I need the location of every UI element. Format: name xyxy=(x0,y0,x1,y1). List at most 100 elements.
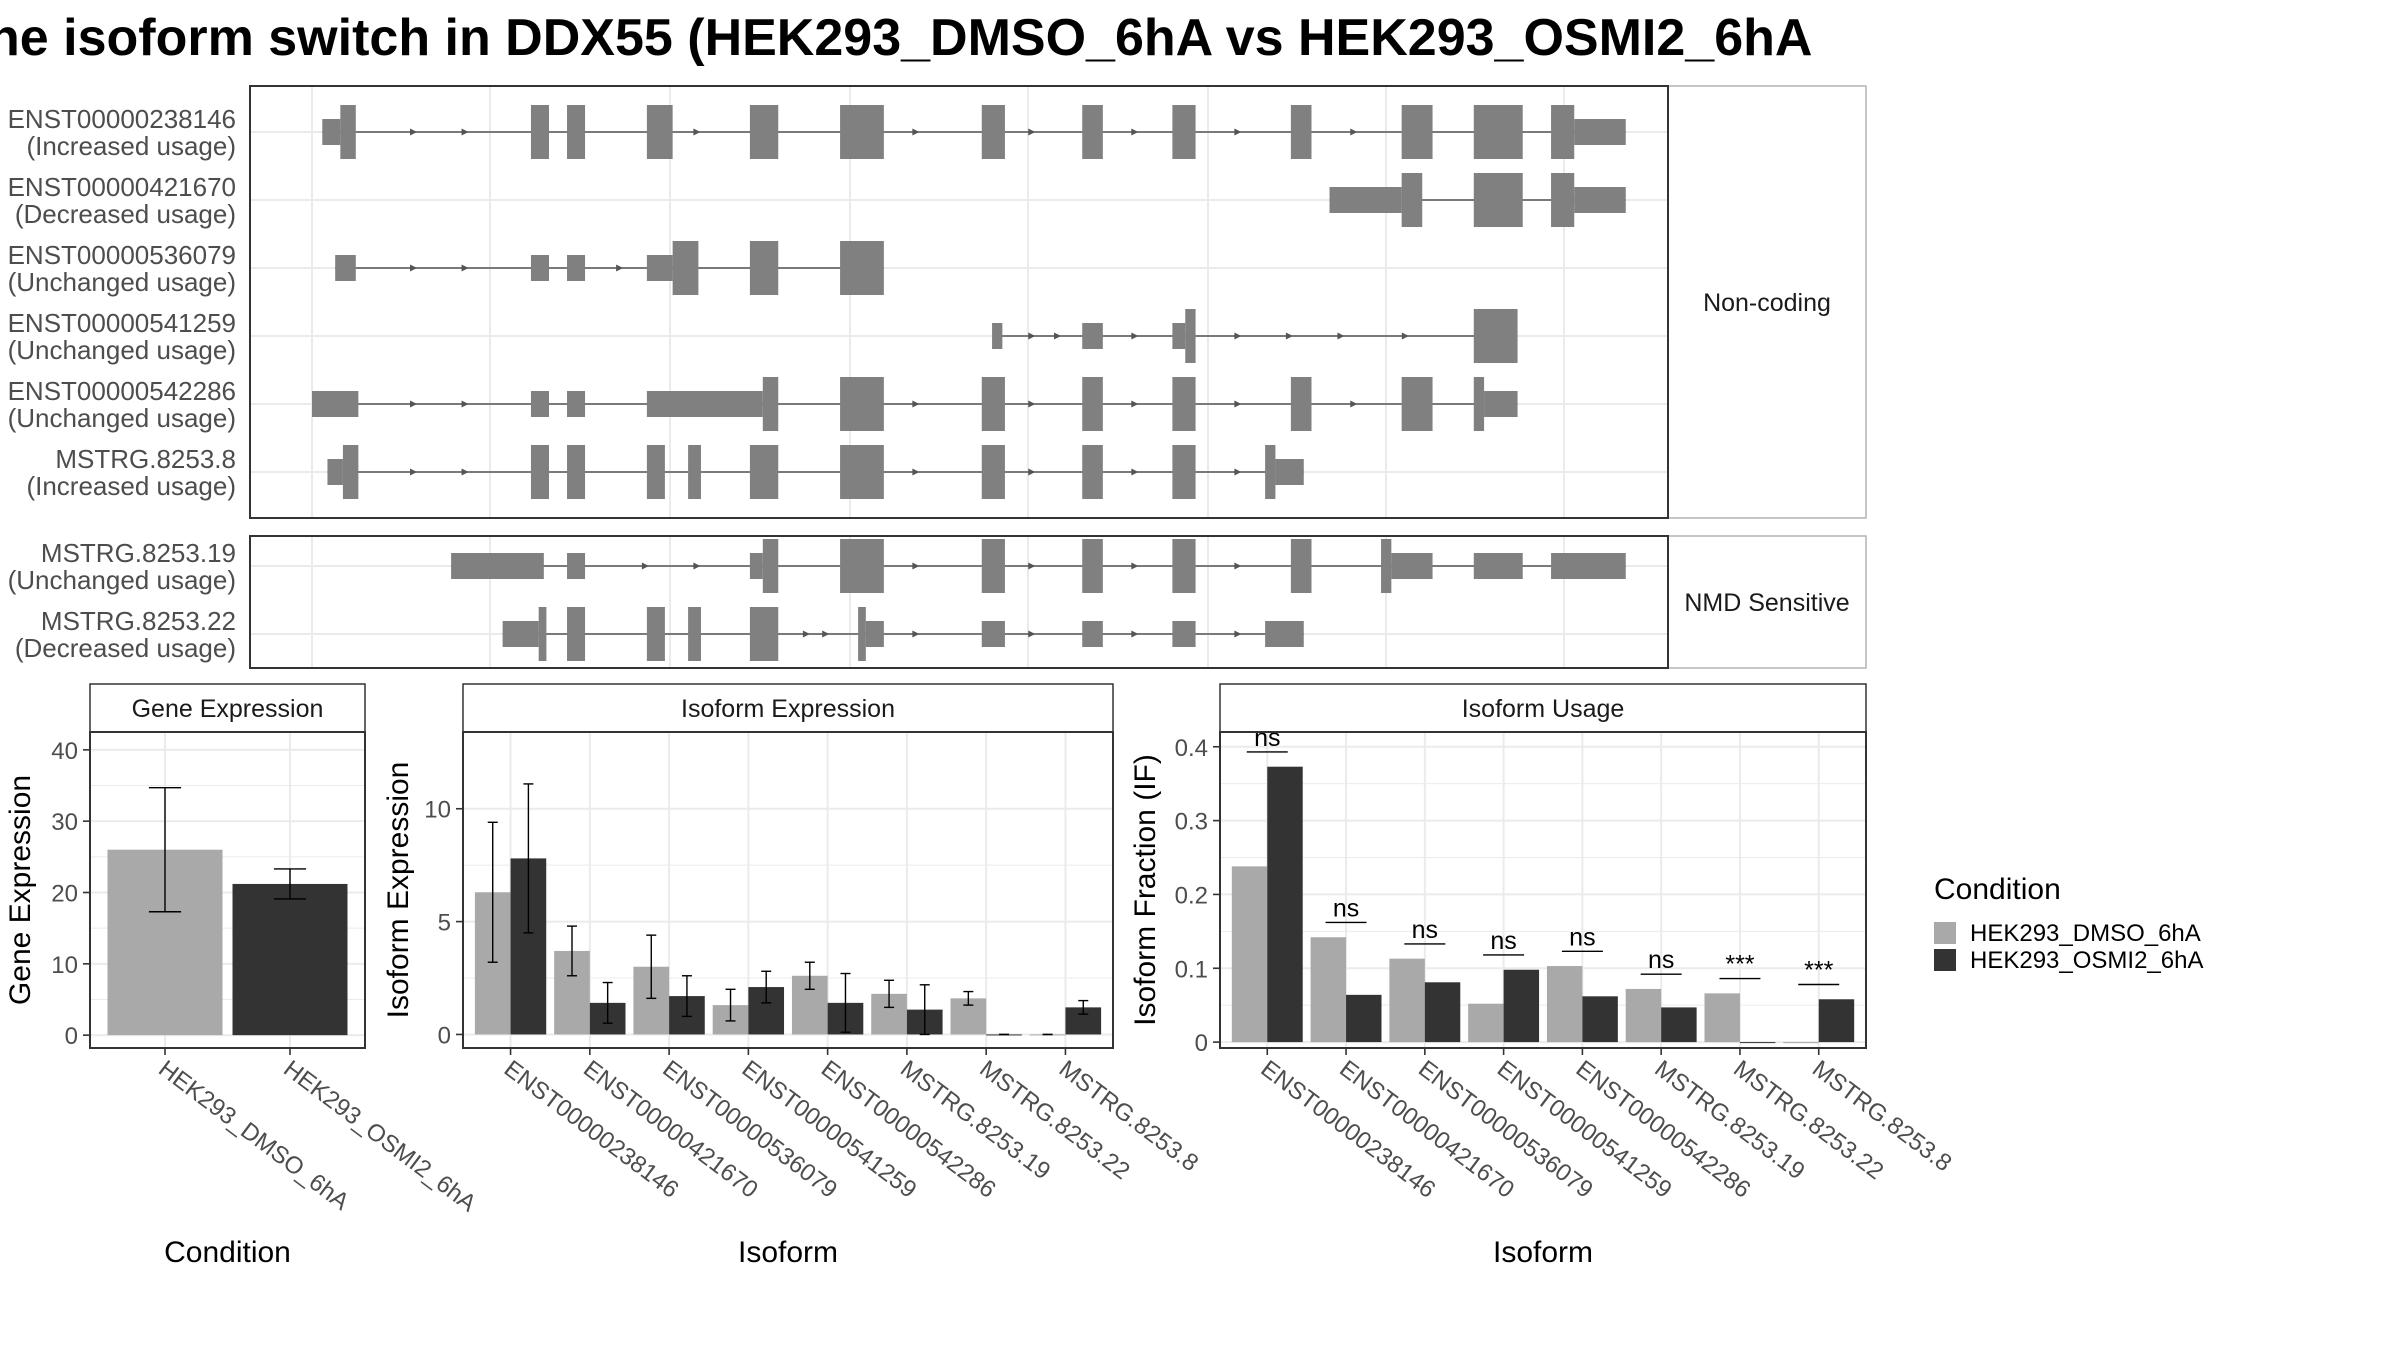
exon-coding xyxy=(981,377,1005,431)
intron-arrow xyxy=(1028,630,1036,638)
exon-coding xyxy=(1551,173,1575,227)
significance-label: *** xyxy=(1804,957,1833,985)
bar xyxy=(1503,969,1540,1043)
exon-noncoding xyxy=(312,391,359,417)
bar xyxy=(1546,966,1583,1043)
isoform-usage-label: (Increased usage) xyxy=(26,471,236,501)
significance-label: ns xyxy=(1254,724,1280,752)
isoform-track: ENST00000542286(Unchanged usage) xyxy=(8,376,1518,433)
y-tick-label: 0 xyxy=(1195,1030,1208,1057)
exon-coding xyxy=(840,539,884,593)
bar xyxy=(1818,999,1855,1043)
exon-coding xyxy=(1473,105,1523,159)
exon-coding xyxy=(688,445,701,499)
intron-arrow xyxy=(410,468,418,476)
exon-coding xyxy=(1290,539,1312,593)
intron-arrow xyxy=(1337,332,1345,340)
exon-coding xyxy=(981,105,1005,159)
exon-coding xyxy=(646,607,665,661)
exon-noncoding xyxy=(567,391,586,417)
intron-arrow xyxy=(461,468,469,476)
isoform-track: ENST00000421670(Decreased usage) xyxy=(8,172,1626,229)
exon-coding xyxy=(530,445,549,499)
intron-arrow xyxy=(1350,400,1358,408)
group-strip xyxy=(1667,85,1867,519)
exon-coding xyxy=(1172,377,1196,431)
y-tick-label: 20 xyxy=(51,880,78,907)
exon-noncoding xyxy=(1275,459,1304,485)
intron-arrow xyxy=(410,264,418,272)
bar xyxy=(1346,994,1382,1043)
group-strip xyxy=(1667,535,1867,669)
bar xyxy=(1468,1003,1504,1043)
panel-border xyxy=(462,731,1114,1049)
intron-arrow xyxy=(912,400,920,408)
isoform-name-label: MSTRG.8253.22 xyxy=(41,606,236,636)
significance-label: ns xyxy=(1333,894,1359,922)
exon-noncoding xyxy=(335,255,356,281)
exon-coding xyxy=(858,607,866,661)
group-label: Non-coding xyxy=(1703,289,1831,317)
intron-arrow xyxy=(1234,332,1242,340)
intron-arrow xyxy=(1131,332,1139,340)
figure-title: he isoform switch in DDX55 (HEK293_DMSO_… xyxy=(0,9,1812,67)
exon-coding xyxy=(840,377,884,431)
bar xyxy=(1310,937,1347,1043)
significance-label: ns xyxy=(1569,923,1595,951)
exon-noncoding xyxy=(530,255,549,281)
intron-arrow xyxy=(912,128,920,136)
exon-coding xyxy=(688,607,701,661)
exon-coding xyxy=(567,445,586,499)
bar xyxy=(1267,766,1303,1043)
intron-arrow xyxy=(461,400,469,408)
exon-coding xyxy=(1265,445,1276,499)
exon-noncoding xyxy=(646,255,673,281)
exon-coding xyxy=(1172,105,1196,159)
exon-noncoding xyxy=(646,391,763,417)
intron-arrow xyxy=(822,630,830,638)
structure-panel-border xyxy=(249,85,1669,519)
intron-arrow xyxy=(693,562,701,570)
group-label: NMD Sensitive xyxy=(1684,589,1849,617)
exon-coding xyxy=(567,105,586,159)
intron-arrow xyxy=(1131,562,1139,570)
y-tick-label: 10 xyxy=(51,952,78,979)
exon-coding xyxy=(567,607,586,661)
exon-noncoding xyxy=(451,553,544,579)
exon-coding xyxy=(1172,539,1196,593)
isoform-usage-label: (Unchanged usage) xyxy=(8,335,236,365)
bar xyxy=(1783,1042,1819,1044)
intron-arrow xyxy=(912,562,920,570)
exon-coding xyxy=(1473,377,1485,431)
intron-arrow xyxy=(1234,562,1242,570)
exon-noncoding xyxy=(1574,119,1626,145)
y-tick-label: 30 xyxy=(51,809,78,836)
y-axis-title: Isoform Fraction (IF) xyxy=(1129,754,1162,1026)
bar-panel-2: Isoform Expression0510ENST00000238146ENS… xyxy=(382,683,1203,1269)
bar xyxy=(1389,958,1425,1043)
y-tick-label: 0.2 xyxy=(1175,882,1208,909)
y-tick-label: 0.3 xyxy=(1175,809,1208,836)
exon-coding xyxy=(646,445,665,499)
intron-arrow xyxy=(1028,562,1036,570)
exon-coding xyxy=(1381,539,1392,593)
exon-noncoding xyxy=(567,255,586,281)
exon-coding xyxy=(538,607,547,661)
x-axis-title: Condition xyxy=(164,1236,291,1269)
exon-coding xyxy=(646,105,673,159)
panel-title: Gene Expression xyxy=(132,695,324,723)
isoform-usage-label: (Decreased usage) xyxy=(15,199,236,229)
exon-noncoding xyxy=(327,459,343,485)
panel-title: Isoform Usage xyxy=(1462,695,1625,723)
exon-coding xyxy=(762,539,779,593)
intron-arrow xyxy=(1131,128,1139,136)
intron-arrow xyxy=(912,468,920,476)
isoform-usage-label: (Unchanged usage) xyxy=(8,267,236,297)
exon-coding xyxy=(1473,173,1523,227)
intron-arrow xyxy=(1028,400,1036,408)
intron-arrow xyxy=(1054,332,1062,340)
intron-arrow xyxy=(461,264,469,272)
exon-coding xyxy=(981,539,1005,593)
exon-noncoding xyxy=(1574,187,1626,213)
